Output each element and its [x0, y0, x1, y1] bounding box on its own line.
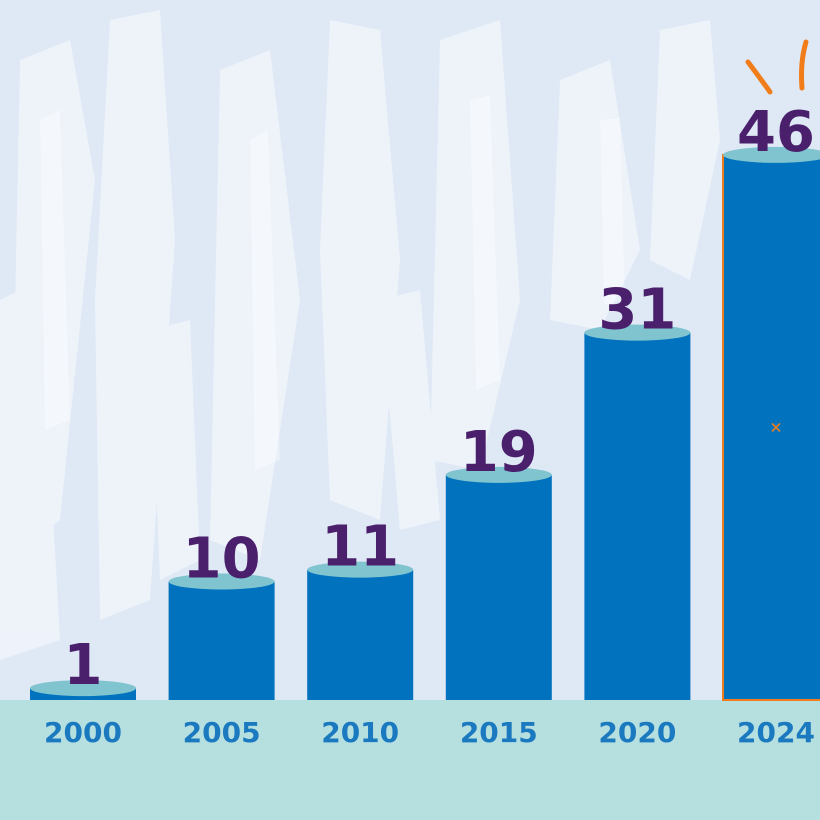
- bar-top: [30, 680, 136, 697]
- bar-group: [445, 466, 552, 700]
- bar-top: [445, 466, 552, 483]
- value-label: 1: [64, 633, 103, 698]
- brush-stroke: [320, 20, 400, 520]
- brush-stroke: [650, 20, 720, 280]
- bar: [307, 569, 414, 700]
- center-mark: [771, 422, 781, 433]
- floor-band: [0, 700, 820, 820]
- category-label: 2005: [183, 716, 261, 749]
- bar-top: [168, 573, 275, 590]
- accent-layer: [745, 39, 809, 433]
- category-label: 2010: [321, 716, 399, 749]
- value-label: 46: [737, 100, 815, 165]
- bar-top: [307, 561, 414, 578]
- bar-group: [584, 324, 691, 700]
- bar-group: [168, 573, 275, 700]
- bar-group: [30, 680, 136, 700]
- brush-stroke: [210, 50, 300, 560]
- category-label: 2000: [44, 716, 122, 749]
- brush-stroke: [550, 60, 640, 330]
- highlight-spark: [745, 59, 773, 95]
- bar-top: [584, 324, 691, 341]
- brush-stroke: [430, 20, 520, 470]
- bars-layer: [30, 146, 820, 701]
- category-label: 2020: [598, 716, 676, 749]
- brush-stroke: [150, 320, 200, 580]
- brush-stroke: [95, 10, 175, 620]
- highlight-spark: [799, 39, 809, 91]
- labels-layer: 1 2000 10 2005 11 2010 19 2015 31 2020 46 2024: [44, 100, 815, 749]
- value-label: 31: [598, 278, 676, 343]
- value-label: 19: [460, 420, 538, 485]
- brush-strokes: [0, 10, 720, 660]
- brush-stroke: [380, 290, 440, 530]
- brush-strokes-light: [40, 95, 625, 470]
- value-label: 11: [321, 515, 399, 580]
- brush-stroke: [0, 280, 60, 660]
- bar-group: [722, 146, 820, 701]
- value-label: 10: [183, 527, 261, 592]
- bar: [445, 474, 552, 700]
- bar: [168, 581, 275, 700]
- category-label: 2024: [737, 716, 815, 749]
- bar-group: [307, 561, 414, 700]
- bar: [722, 153, 820, 701]
- category-label: 2015: [460, 716, 538, 749]
- bar: [584, 332, 691, 700]
- bar-top: [723, 146, 820, 163]
